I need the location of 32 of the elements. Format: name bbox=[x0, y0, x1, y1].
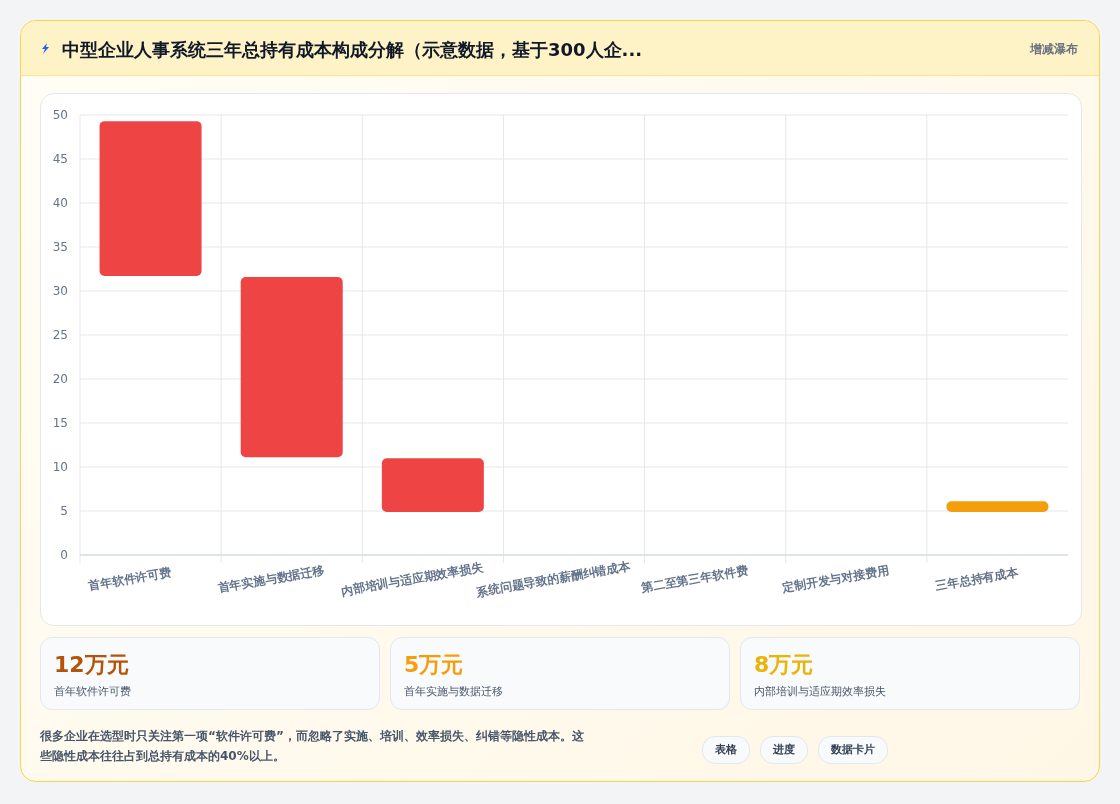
y-tick-label: 20 bbox=[52, 372, 68, 386]
x-tick-label: 首年软件许可费 bbox=[86, 564, 173, 594]
y-tick-label: 45 bbox=[52, 152, 68, 166]
bar bbox=[946, 501, 1049, 512]
y-tick-label: 30 bbox=[52, 284, 68, 298]
text: 表格 bbox=[702, 736, 750, 764]
text: 首年软件许可费 bbox=[54, 684, 131, 699]
y-tick-label: 5 bbox=[60, 504, 68, 518]
bar bbox=[240, 276, 343, 458]
y-tick-label: 15 bbox=[52, 416, 68, 430]
y-tick-label: 50 bbox=[52, 108, 68, 122]
text: 很多企业在选型时只关注第一项“软件许可费”，而忽略了实施、培训、效率损失、纠错等隐性成本。这些隐性成本往往占到总持有成本的40%以上。 bbox=[40, 728, 585, 765]
text: 12万元 bbox=[54, 651, 129, 679]
text: 进度 bbox=[760, 736, 808, 764]
x-tick-label: 首年实施与数据迁移 bbox=[215, 562, 326, 596]
text: 5万元 bbox=[404, 651, 464, 679]
chart-title: 中型企业人事系统三年总持有成本构成分解（示意数据，基于300人企... bbox=[62, 38, 643, 62]
text: 数据卡片 bbox=[818, 736, 888, 764]
y-tick-label: 25 bbox=[52, 328, 68, 342]
x-tick-label: 三年总持有成本 bbox=[934, 564, 1021, 594]
y-tick-label: 10 bbox=[52, 460, 68, 474]
x-tick-label: 第二至第三年软件费 bbox=[639, 562, 749, 596]
bar bbox=[99, 121, 202, 277]
bar bbox=[381, 458, 484, 512]
text: 首年实施与数据迁移 bbox=[404, 684, 503, 699]
text: 8万元 bbox=[754, 651, 814, 679]
y-tick-label: 0 bbox=[60, 548, 68, 562]
y-tick-label: 35 bbox=[52, 240, 68, 254]
y-tick-label: 40 bbox=[52, 196, 68, 210]
x-tick-label: 定制开发与对接费用 bbox=[780, 562, 890, 596]
text: 增减瀑布 bbox=[1030, 41, 1078, 58]
text: 内部培训与适应期效率损失 bbox=[754, 684, 886, 699]
